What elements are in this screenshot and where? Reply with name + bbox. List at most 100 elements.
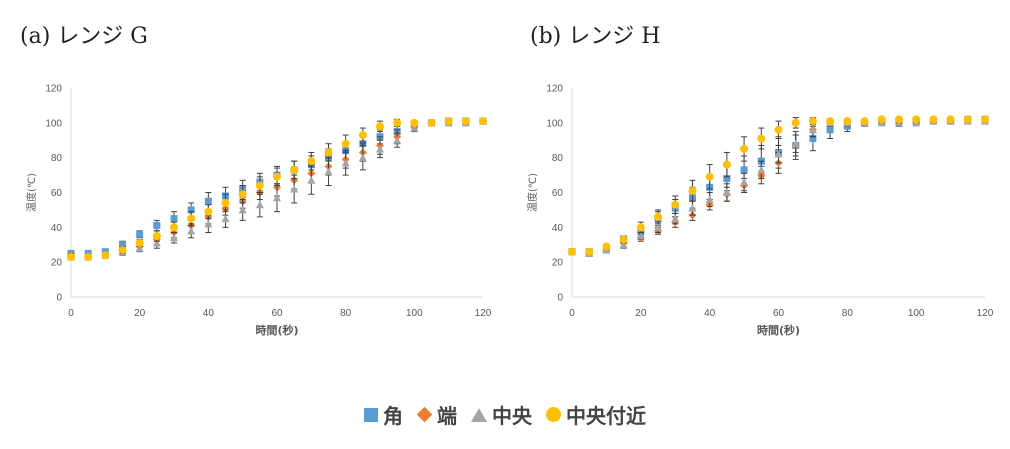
data-point xyxy=(358,131,367,140)
data-point xyxy=(238,190,247,199)
chart-a: 0 20 40 60 80 100 120 0 20 40 60 80 100 120 時間(秒) 温度(℃) xyxy=(25,84,492,338)
data-point xyxy=(324,167,333,176)
data-point xyxy=(152,239,161,247)
diamond-marker-icon xyxy=(416,406,433,423)
data-point xyxy=(791,139,800,148)
data-point xyxy=(153,222,161,230)
data-point xyxy=(204,219,213,228)
x-tick-label: 40 xyxy=(203,308,215,319)
data-point xyxy=(204,197,212,205)
data-point xyxy=(135,244,144,252)
data-point xyxy=(740,144,749,153)
data-point xyxy=(427,118,436,127)
data-point xyxy=(636,232,645,240)
data-point xyxy=(170,215,178,223)
legend: 角 端 中央 中央付近 xyxy=(0,400,1010,429)
data-point xyxy=(808,117,817,126)
y-tick-label: 80 xyxy=(51,153,63,164)
data-point xyxy=(410,124,419,132)
y-tick-label: 40 xyxy=(51,223,63,234)
legend-label-corner: 角 xyxy=(383,404,403,428)
data-point xyxy=(290,165,299,174)
data-point xyxy=(585,247,594,256)
triangle-marker-icon xyxy=(471,407,487,422)
data-point xyxy=(602,242,611,251)
data-point xyxy=(135,239,144,248)
data-point xyxy=(981,115,989,124)
x-tick-label: 20 xyxy=(635,308,647,319)
data-point xyxy=(393,136,402,144)
x-tick-label: 100 xyxy=(908,308,925,319)
legend-item-corner: 角 xyxy=(364,400,403,429)
y-tick-label: 20 xyxy=(51,258,63,269)
y-tick-label: 40 xyxy=(552,223,564,234)
legend-item-center: 中央 xyxy=(471,400,532,429)
data-point xyxy=(444,117,453,126)
data-point xyxy=(722,160,731,169)
y-tick-label: 80 xyxy=(552,153,564,164)
series-center xyxy=(67,117,487,261)
data-point xyxy=(119,241,126,249)
data-point xyxy=(204,207,213,216)
data-point xyxy=(826,126,834,134)
y-tick-label: 100 xyxy=(546,118,563,129)
data-point xyxy=(187,214,196,223)
y-tick-label: 60 xyxy=(51,188,63,199)
data-point xyxy=(479,117,487,126)
data-point xyxy=(946,115,955,124)
data-point xyxy=(187,206,195,214)
data-point xyxy=(740,178,749,186)
x-axis-label: 時間(秒) xyxy=(757,323,800,337)
data-point xyxy=(912,115,921,124)
data-point xyxy=(307,157,316,166)
data-point xyxy=(152,232,161,241)
data-point xyxy=(654,223,663,231)
panel-a-title: (a) レンジ G xyxy=(20,24,148,49)
x-tick-label: 60 xyxy=(773,308,785,319)
data-point xyxy=(843,117,852,126)
legend-label-near-center: 中央付近 xyxy=(566,404,646,428)
y-tick-label: 100 xyxy=(45,118,62,129)
data-point xyxy=(774,125,783,134)
circle-marker-icon xyxy=(546,407,561,422)
data-point xyxy=(221,198,230,207)
data-point xyxy=(187,226,196,235)
data-point xyxy=(722,188,731,196)
data-point xyxy=(273,193,281,202)
chart-b: 0 20 40 60 80 100 120 0 20 40 60 80 100 120 時間(秒) 温度(℃) xyxy=(526,84,994,338)
x-tick-label: 0 xyxy=(569,308,575,319)
y-tick-label: 20 xyxy=(552,258,564,269)
data-point xyxy=(791,118,800,127)
data-point xyxy=(358,153,367,162)
data-point xyxy=(929,115,938,124)
data-point xyxy=(118,245,127,254)
data-point xyxy=(136,230,144,238)
legend-item-edge: 端 xyxy=(416,400,457,429)
data-point xyxy=(757,165,766,174)
data-point xyxy=(376,122,384,131)
data-point xyxy=(877,115,886,124)
data-point xyxy=(341,158,350,167)
data-point xyxy=(255,200,264,209)
data-point xyxy=(757,134,766,143)
y-tick-label: 0 xyxy=(557,293,563,304)
data-point xyxy=(170,233,178,242)
data-point xyxy=(963,115,972,124)
data-point xyxy=(654,212,663,221)
y-axis-label: 温度(℃) xyxy=(526,173,539,212)
data-point xyxy=(688,204,697,212)
data-point xyxy=(671,214,680,223)
data-point xyxy=(705,195,714,203)
data-point xyxy=(341,139,350,148)
legend-item-near-center: 中央付近 xyxy=(546,400,646,429)
x-tick-label: 120 xyxy=(977,308,994,319)
y-tick-label: 120 xyxy=(546,84,563,95)
series-near_center xyxy=(67,117,487,261)
y-tick-label: 120 xyxy=(45,84,62,95)
data-point xyxy=(273,172,281,181)
data-point xyxy=(290,185,299,193)
data-point xyxy=(568,247,576,256)
data-point xyxy=(619,240,628,249)
x-tick-label: 100 xyxy=(406,308,423,319)
